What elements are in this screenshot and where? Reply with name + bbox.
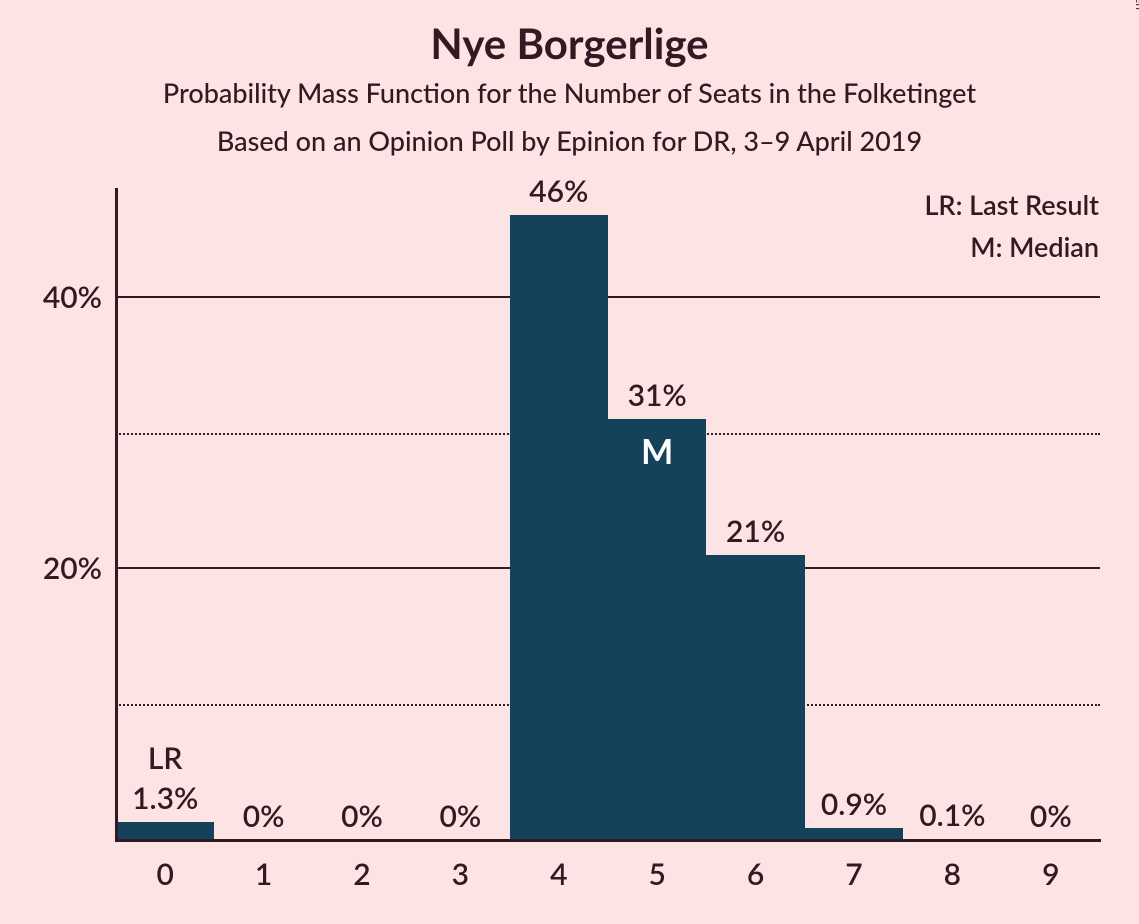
y-tick-label: 20%	[43, 550, 102, 586]
bar	[510, 215, 608, 840]
x-axis	[115, 839, 1101, 842]
bar-value-label: 1.3%	[116, 780, 214, 816]
bar-value-label: 0%	[313, 798, 411, 834]
bar	[608, 419, 706, 840]
grid-major	[116, 296, 1100, 298]
x-tick-label: 1	[214, 856, 312, 892]
copyright-text: © 2019 Filip van Laenen	[1133, 0, 1139, 10]
y-tick-label: 40%	[43, 279, 102, 315]
x-tick-label: 0	[116, 856, 214, 892]
bar-value-label: 0%	[411, 798, 509, 834]
pmf-chart: Nye Borgerlige Probability Mass Function…	[0, 0, 1139, 924]
bar	[706, 555, 804, 840]
legend-lr: LR: Last Result	[924, 188, 1099, 221]
bar-annotation: LR	[116, 740, 214, 776]
bar-value-label: 0%	[214, 798, 312, 834]
bar-value-label: 0%	[1002, 798, 1100, 834]
chart-subtitle-1: Probability Mass Function for the Number…	[0, 76, 1139, 109]
bar-value-label: 21%	[706, 513, 804, 549]
chart-subtitle-2: Based on an Opinion Poll by Epinion for …	[0, 124, 1139, 157]
x-tick-label: 2	[313, 856, 411, 892]
bar-value-label: 46%	[510, 173, 608, 209]
x-tick-label: 4	[510, 856, 608, 892]
x-tick-label: 3	[411, 856, 509, 892]
x-tick-label: 6	[706, 856, 804, 892]
legend-m: M: Median	[970, 230, 1099, 263]
x-tick-label: 7	[805, 856, 903, 892]
x-tick-label: 9	[1002, 856, 1100, 892]
bar-in-label: M	[608, 431, 706, 472]
bar	[116, 822, 214, 840]
y-axis	[115, 188, 118, 842]
x-tick-label: 5	[608, 856, 706, 892]
chart-title: Nye Borgerlige	[0, 18, 1139, 68]
bar-value-label: 0.1%	[903, 797, 1001, 833]
bar-value-label: 0.9%	[805, 786, 903, 822]
x-tick-label: 8	[903, 856, 1001, 892]
bar-value-label: 31%	[608, 377, 706, 413]
